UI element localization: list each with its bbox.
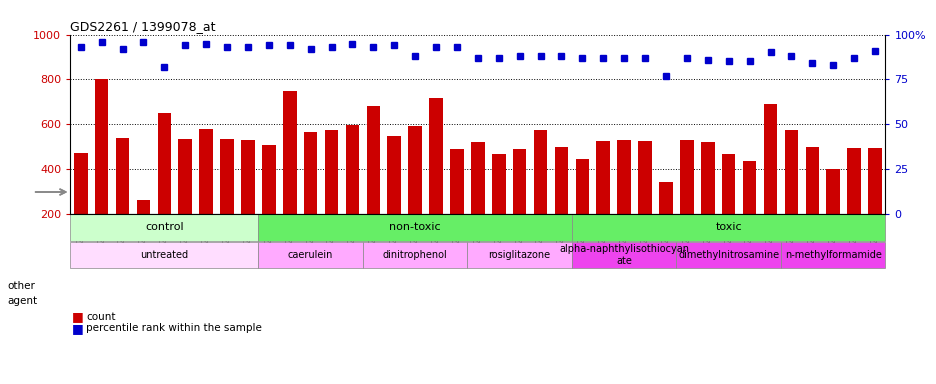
Bar (659, 182, 672, 214)
Bar (534, 130, 547, 214)
Text: non-toxic: non-toxic (389, 222, 441, 232)
Bar (116, 137, 129, 214)
Bar (262, 146, 275, 214)
Bar (700, 142, 714, 214)
Bar (826, 169, 839, 214)
Text: alpha-naphthylisothiocyan
ate: alpha-naphthylisothiocyan ate (559, 244, 689, 266)
Text: rosiglitazone: rosiglitazone (488, 250, 550, 260)
Bar (303, 132, 317, 214)
Bar (95, 79, 109, 214)
Bar (571, 242, 676, 268)
Bar (199, 129, 212, 214)
Bar (366, 106, 380, 214)
Text: n-methylformamide: n-methylformamide (784, 250, 881, 260)
Text: GDS2261 / 1399078_at: GDS2261 / 1399078_at (70, 20, 215, 33)
Bar (617, 140, 630, 214)
Bar (676, 242, 780, 268)
Bar (178, 139, 192, 214)
Bar (742, 161, 755, 214)
Bar (220, 139, 234, 214)
Bar (554, 147, 567, 214)
Text: toxic: toxic (714, 222, 741, 232)
Text: ■: ■ (72, 322, 84, 335)
Bar (471, 142, 484, 214)
Bar (596, 141, 609, 214)
Bar (868, 147, 881, 214)
Bar (429, 98, 443, 214)
Bar (70, 214, 258, 241)
Bar (780, 242, 885, 268)
Text: ■: ■ (72, 310, 84, 323)
Text: other: other (7, 281, 36, 291)
Bar (74, 153, 87, 214)
Bar (449, 149, 463, 214)
Text: agent: agent (7, 296, 37, 306)
Bar (637, 141, 651, 214)
Bar (846, 147, 860, 214)
Text: count: count (86, 312, 115, 322)
Bar (491, 154, 505, 214)
Bar (283, 91, 296, 214)
Bar (137, 200, 150, 214)
Bar (362, 242, 467, 268)
Text: dinitrophenol: dinitrophenol (383, 250, 447, 260)
Text: control: control (145, 222, 183, 232)
Bar (70, 242, 258, 268)
Text: untreated: untreated (140, 250, 188, 260)
Bar (408, 126, 421, 214)
Text: dimethylnitrosamine: dimethylnitrosamine (678, 250, 779, 260)
Bar (571, 214, 885, 241)
Bar (512, 149, 526, 214)
Bar (157, 113, 171, 214)
Bar (258, 242, 362, 268)
Bar (575, 159, 589, 214)
Bar (325, 130, 338, 214)
Bar (345, 125, 358, 214)
Bar (763, 104, 777, 214)
Bar (467, 242, 571, 268)
Bar (680, 140, 693, 214)
Text: percentile rank within the sample: percentile rank within the sample (86, 323, 262, 333)
Bar (241, 140, 255, 214)
Bar (721, 154, 735, 214)
Bar (783, 130, 797, 214)
Bar (258, 214, 571, 241)
Bar (805, 147, 818, 214)
Bar (388, 136, 401, 214)
Text: caerulein: caerulein (287, 250, 333, 260)
